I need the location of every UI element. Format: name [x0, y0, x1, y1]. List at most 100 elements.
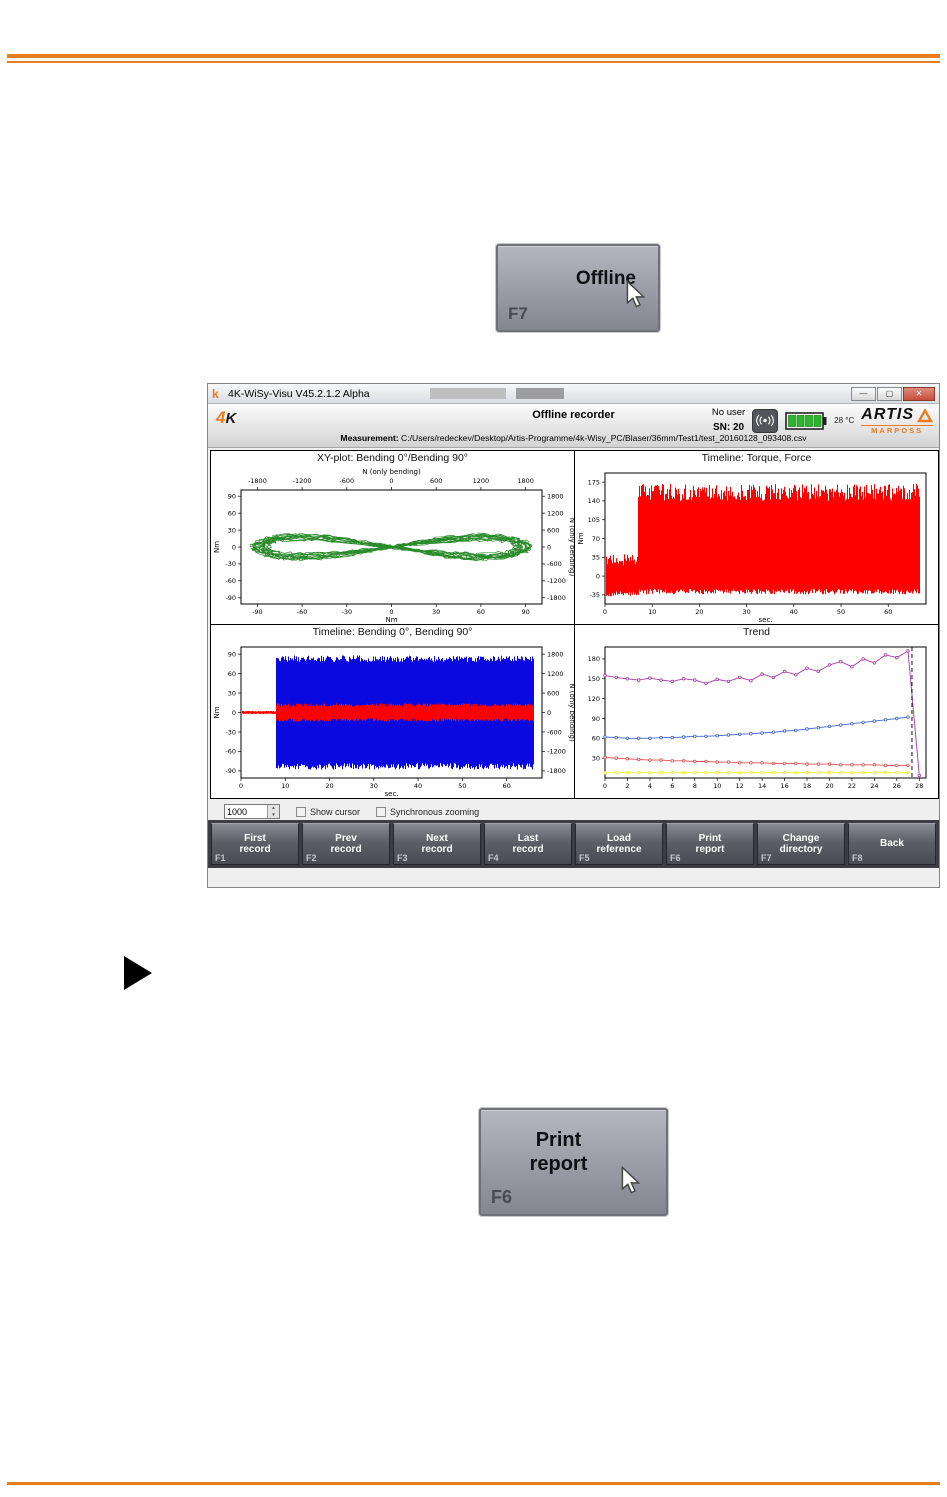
show-cursor-checkbox[interactable]: [296, 806, 306, 817]
svg-text:0: 0: [232, 543, 236, 551]
change-directory-button[interactable]: Change directory F7: [757, 823, 845, 865]
wifi-signal-icon: [752, 408, 779, 433]
svg-text:6: 6: [670, 782, 674, 790]
svg-text:-90: -90: [252, 608, 263, 616]
svg-text:N (only bending): N (only bending): [568, 683, 574, 742]
svg-text:30: 30: [228, 689, 236, 697]
record-button-bar: First record F1 Prev record F2 Next record…: [208, 820, 939, 868]
charts-grid: XY-plot: Bending 0°/Bending 90° -90 -60 -3…: [210, 450, 939, 799]
minimize-button[interactable]: —: [851, 386, 876, 401]
last-record-button[interactable]: Last record F4: [484, 823, 572, 865]
redacted-block: [516, 388, 564, 399]
redacted-block: [430, 388, 506, 399]
svg-text:Nm: Nm: [577, 532, 585, 544]
svg-text:0: 0: [232, 709, 236, 717]
xy-plot-canvas[interactable]: -90 -60 -30 0 30 60 90 Nm 90 60 30 0 -30 -60 -90 Nm 1800…: [211, 466, 574, 624]
prev-record-button[interactable]: Prev record F2: [302, 823, 390, 865]
chart-title: Timeline: Torque, Force: [701, 452, 812, 464]
chart-title: Trend: [742, 626, 771, 638]
maximize-button[interactable]: ▢: [877, 386, 902, 401]
svg-text:12: 12: [736, 782, 744, 790]
svg-text:20: 20: [325, 782, 333, 790]
record-count-input[interactable]: [225, 805, 267, 818]
svg-text:0: 0: [239, 782, 243, 790]
svg-text:0: 0: [603, 608, 607, 616]
fkey-label: F2: [306, 852, 317, 863]
svg-text:14: 14: [758, 782, 766, 790]
svg-text:50: 50: [458, 782, 466, 790]
svg-text:180: 180: [588, 655, 600, 663]
svg-text:-1200: -1200: [293, 477, 312, 485]
serial-number: SN: 20: [712, 422, 745, 434]
print-report-button[interactable]: Print report F6: [666, 823, 754, 865]
svg-text:30: 30: [742, 608, 750, 616]
record-count-spinner[interactable]: ▲ ▼: [224, 804, 280, 819]
temperature-readout: 28 °C: [834, 416, 855, 426]
app-logo-k: K: [225, 410, 237, 427]
button-label: Back: [880, 838, 904, 850]
svg-text:sec.: sec.: [758, 616, 772, 624]
back-button[interactable]: Back F8: [848, 823, 936, 865]
artis-logo: ARTIS MARPOSS: [861, 405, 933, 435]
svg-text:0: 0: [389, 477, 393, 485]
mouse-cursor-icon: [621, 1166, 641, 1194]
sync-zoom-checkbox[interactable]: [376, 806, 387, 817]
show-cursor-label: Show cursor: [310, 806, 361, 817]
torque-timeline-canvas[interactable]: 0 10 20 30 40 50 60 sec. 175 140 105 70 35 0 -35 Nm: [575, 466, 938, 624]
first-record-button[interactable]: First record F1: [211, 823, 299, 865]
svg-text:0: 0: [547, 543, 551, 551]
svg-text:90: 90: [592, 715, 600, 723]
svg-text:16: 16: [780, 782, 788, 790]
bending-timeline-canvas[interactable]: 0 10 20 30 40 50 60 sec. 90 60 30 0 -30 -60 -90 Nm 1800 1…: [211, 640, 574, 798]
svg-text:90: 90: [228, 493, 236, 501]
svg-text:22: 22: [848, 782, 856, 790]
print-button-label: Print report: [529, 1129, 588, 1175]
button-label: Change directory: [779, 832, 823, 856]
svg-text:-90: -90: [225, 767, 236, 775]
button-label: Next record: [421, 832, 453, 856]
brand-triangle-icon: [916, 407, 933, 423]
svg-text:1800: 1800: [517, 477, 534, 485]
svg-text:600: 600: [547, 526, 559, 534]
svg-text:sec.: sec.: [384, 790, 398, 798]
brand-name: ARTIS: [861, 405, 914, 423]
chart-title: Timeline: Bending 0°, Bending 90°: [312, 626, 473, 638]
svg-text:-60: -60: [225, 577, 236, 585]
svg-text:-30: -30: [341, 608, 352, 616]
spin-down-button[interactable]: ▼: [268, 811, 279, 818]
app-logo-4: 4: [216, 408, 226, 427]
fkey-label: F5: [579, 852, 590, 863]
svg-text:140: 140: [588, 497, 600, 505]
chart-torque-timeline: Timeline: Torque, Force 0 10 20 30 40 50 60 sec…: [575, 451, 938, 624]
titlebar: k 4K-WiSy-Visu V45.2.1.2 Alpha — ▢ ✕: [208, 384, 939, 404]
spin-up-button[interactable]: ▲: [268, 805, 279, 812]
svg-text:90: 90: [521, 608, 529, 616]
fkey-label: F8: [852, 852, 863, 863]
svg-text:70: 70: [592, 535, 600, 543]
svg-text:0: 0: [603, 782, 607, 790]
svg-text:0: 0: [596, 572, 600, 580]
svg-text:-90: -90: [225, 594, 236, 602]
svg-text:60: 60: [502, 782, 510, 790]
svg-text:60: 60: [228, 670, 236, 678]
svg-text:150: 150: [588, 675, 600, 683]
svg-text:-600: -600: [547, 728, 562, 736]
close-button[interactable]: ✕: [903, 386, 935, 401]
print-report-figure-button[interactable]: Print report F6: [479, 1108, 668, 1216]
svg-text:60: 60: [884, 608, 892, 616]
svg-text:-30: -30: [225, 728, 236, 736]
next-record-button[interactable]: Next record F3: [393, 823, 481, 865]
chart-trend: Trend 0 2 4 6 8 10 12 14 16 18 20 22 24 26 28 30 60 90 120…: [575, 625, 938, 798]
load-reference-button[interactable]: Load reference F5: [575, 823, 663, 865]
svg-text:1200: 1200: [547, 509, 564, 517]
svg-text:10: 10: [281, 782, 289, 790]
button-label: Prev record: [330, 832, 362, 856]
brand-subtitle: MARPOSS: [861, 424, 933, 435]
svg-text:4: 4: [648, 782, 652, 790]
offline-button[interactable]: Offline F7: [496, 244, 660, 332]
button-label: Print report: [695, 832, 725, 856]
measurement-path: C:/Users/redeckev/Desktop/Artis-Programm…: [398, 433, 807, 443]
offline-button-fkey: F7: [508, 304, 528, 323]
